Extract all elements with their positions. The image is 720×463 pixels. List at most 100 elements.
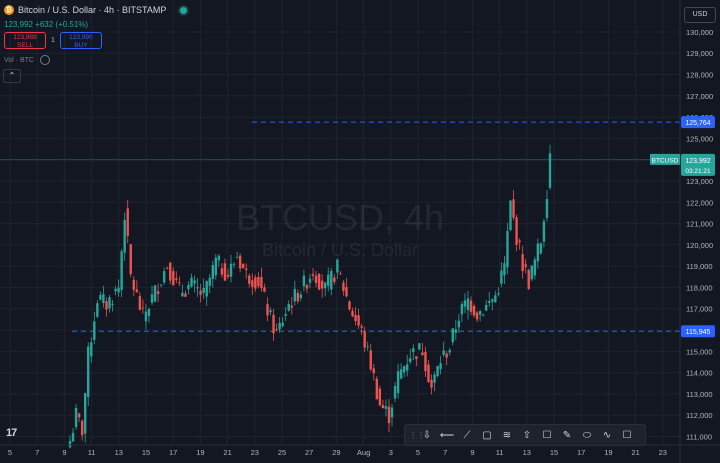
candle	[412, 344, 415, 361]
symbol-header[interactable]: ₿ Bitcoin / U.S. Dollar · 4h · BITSTAMP	[4, 5, 188, 15]
candle	[199, 283, 202, 303]
level-label: 125,764	[685, 120, 710, 127]
candle	[80, 419, 84, 441]
arrow-up-icon[interactable]: ⇧	[522, 429, 532, 441]
buy-label: BUY	[74, 41, 88, 49]
price-tick: 112,000	[686, 411, 713, 420]
time-tick: 17	[577, 448, 585, 457]
candle	[105, 297, 108, 317]
candle	[217, 254, 221, 267]
candle	[500, 262, 503, 288]
sell-button[interactable]: 123,989 SELL	[4, 32, 46, 49]
price-tick: 125,000	[686, 134, 713, 143]
rectangle-icon[interactable]: ▢	[482, 429, 492, 441]
candle	[545, 189, 549, 222]
time-tick: 5	[416, 448, 420, 457]
candle	[263, 283, 266, 293]
price-tick: 130,000	[686, 28, 713, 37]
buy-button[interactable]: 123,990 BUY	[59, 32, 102, 49]
candle	[445, 350, 448, 366]
candle	[187, 281, 190, 295]
candle	[399, 363, 403, 380]
candle	[220, 263, 224, 278]
candle	[330, 268, 333, 296]
time-tick: 13	[523, 448, 531, 457]
candle	[241, 263, 245, 269]
candle	[293, 280, 297, 306]
path-icon[interactable]: ∿	[602, 429, 612, 441]
candle	[281, 317, 284, 328]
candle	[542, 218, 546, 248]
volume-indicator[interactable]: Vol · BTC	[4, 55, 50, 65]
candle	[175, 271, 178, 284]
level-tag[interactable]	[681, 325, 715, 338]
market-status-icon[interactable]	[180, 6, 188, 14]
candle	[290, 296, 293, 315]
candle	[90, 337, 93, 363]
time-tick: 11	[496, 448, 504, 457]
candle	[539, 242, 543, 255]
collapse-legend-button[interactable]: ⌃	[3, 69, 21, 83]
candle	[308, 273, 312, 289]
time-tick: 25	[278, 448, 286, 457]
price-tick: 120,000	[686, 241, 713, 250]
price-tick: 129,000	[686, 49, 713, 58]
candle	[272, 308, 275, 341]
candle	[190, 273, 193, 288]
candle	[466, 290, 470, 320]
buy-price: 123,990	[69, 34, 93, 41]
arrow-left-icon[interactable]: ⟵	[439, 429, 455, 441]
candle	[144, 303, 148, 330]
hide-eye-icon[interactable]	[39, 55, 50, 65]
candle	[117, 279, 120, 297]
candle	[333, 273, 336, 285]
arrow-down-icon[interactable]: ⇩	[422, 429, 432, 441]
candle	[323, 282, 327, 297]
candle	[451, 328, 454, 346]
time-tick: 3	[389, 448, 393, 457]
candle	[238, 253, 242, 273]
candle	[193, 275, 196, 293]
drag-handle-icon[interactable]: ⋮⋮	[409, 430, 425, 440]
candle	[320, 274, 324, 298]
candle	[527, 268, 530, 291]
parallel-channel-icon[interactable]: ≋	[502, 429, 512, 441]
candle	[254, 274, 257, 292]
price-change: 123,992 +632 (+0.51%)	[4, 20, 89, 29]
candle	[415, 356, 418, 367]
candle	[150, 285, 154, 305]
candle	[439, 355, 442, 375]
candle	[454, 319, 458, 341]
ellipse-icon[interactable]: ⬭	[582, 429, 592, 441]
brush-icon[interactable]: ✎	[562, 429, 572, 441]
price-tick: 118,000	[686, 283, 713, 292]
currency-selector[interactable]: USD	[684, 7, 716, 23]
price-tick: 121,000	[686, 220, 713, 229]
level-tag[interactable]	[681, 116, 715, 129]
candle	[524, 259, 527, 274]
candle	[305, 283, 309, 294]
time-tick: 23	[251, 448, 259, 457]
candle	[384, 399, 388, 417]
trendline-icon[interactable]: ⟋	[463, 429, 471, 441]
current-price-tag[interactable]	[681, 153, 715, 176]
candle	[515, 214, 518, 252]
candle	[430, 374, 433, 395]
candle	[363, 326, 366, 352]
candle	[375, 375, 379, 400]
tradingview-logo[interactable]: 17	[6, 427, 17, 439]
candle	[512, 189, 515, 221]
symbol-title[interactable]: Bitcoin / U.S. Dollar · 4h · BITSTAMP	[18, 5, 167, 15]
candle	[469, 296, 473, 316]
candle	[433, 371, 436, 392]
comment-icon[interactable]: ☐	[622, 429, 632, 441]
candle	[87, 342, 90, 407]
candle	[172, 267, 175, 286]
candle	[135, 280, 139, 293]
candle	[226, 268, 230, 280]
candle	[278, 316, 281, 333]
callout-icon[interactable]: ☐	[542, 429, 552, 441]
candle	[235, 251, 239, 259]
